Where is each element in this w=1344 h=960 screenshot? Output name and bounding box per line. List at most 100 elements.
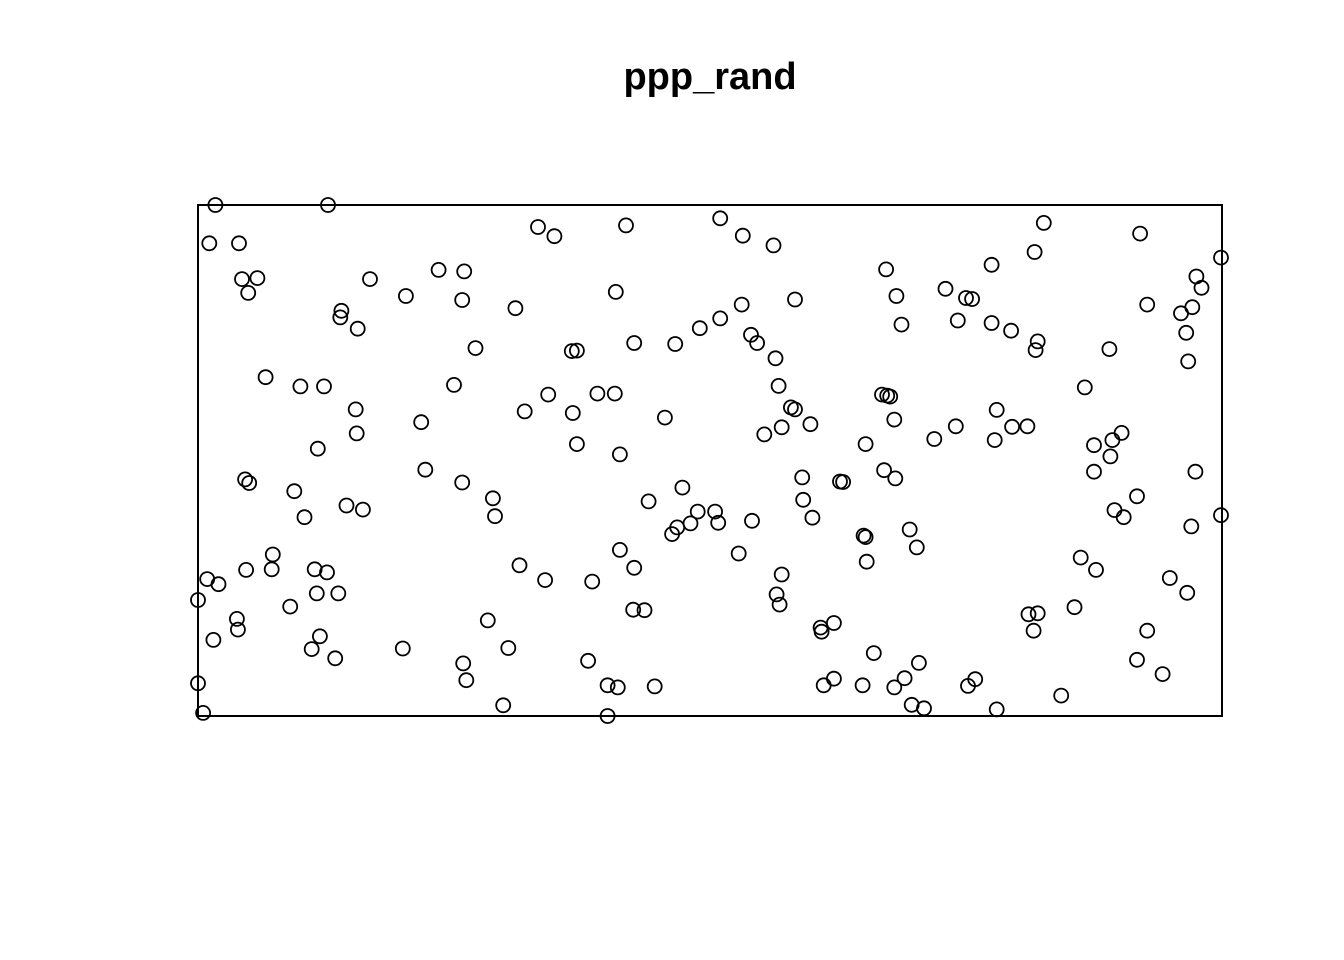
data-point-106 — [744, 512, 760, 529]
data-point-45 — [282, 598, 299, 615]
data-point-46 — [228, 611, 245, 627]
data-point-151 — [1173, 305, 1189, 322]
data-point-19 — [467, 340, 484, 357]
data-point-49 — [311, 628, 328, 645]
data-point-172 — [1020, 606, 1037, 623]
data-point-63 — [607, 283, 624, 300]
data-point-175 — [1088, 562, 1104, 578]
data-point-157 — [1213, 249, 1229, 266]
data-point-99 — [537, 572, 553, 588]
data-point-125 — [882, 388, 899, 405]
data-point-68 — [540, 386, 557, 403]
data-point-178 — [1179, 584, 1196, 601]
data-point-179 — [1139, 622, 1156, 639]
data-point-119 — [858, 553, 875, 570]
data-point-132 — [949, 312, 966, 329]
data-point-90 — [640, 493, 657, 510]
data-point-84 — [770, 377, 787, 394]
data-point-79 — [734, 227, 751, 244]
data-point-74 — [657, 409, 673, 426]
data-point-145 — [1019, 418, 1036, 435]
data-point-169 — [1183, 518, 1200, 535]
data-point-94 — [689, 503, 706, 520]
data-point-170 — [1213, 507, 1229, 524]
data-point-50 — [303, 641, 320, 657]
data-point-121 — [876, 462, 892, 479]
data-point-101 — [625, 601, 642, 618]
data-point-158 — [1193, 279, 1210, 296]
data-point-70 — [589, 385, 606, 402]
data-point-13 — [362, 271, 378, 288]
data-point-42 — [319, 564, 335, 581]
data-point-17 — [454, 292, 471, 308]
data-point-0 — [207, 197, 224, 213]
data-point-191 — [886, 679, 903, 696]
data-point-32 — [454, 474, 471, 491]
data-point-97 — [626, 559, 643, 576]
data-point-104 — [710, 514, 727, 531]
data-point-108 — [768, 586, 785, 603]
data-point-87 — [756, 426, 773, 443]
data-point-81 — [733, 296, 750, 313]
data-point-190 — [896, 670, 913, 687]
data-point-202 — [815, 677, 832, 694]
data-point-144 — [1004, 418, 1020, 435]
data-point-165 — [1106, 502, 1123, 519]
data-point-69 — [564, 405, 581, 421]
data-point-4 — [234, 271, 250, 288]
data-point-167 — [1129, 488, 1145, 505]
data-point-73 — [612, 446, 628, 463]
data-point-53 — [455, 655, 472, 672]
data-point-124 — [874, 386, 890, 403]
data-point-100 — [584, 573, 601, 590]
data-point-184 — [865, 645, 882, 661]
data-point-149 — [1132, 225, 1148, 242]
data-point-33 — [484, 490, 501, 507]
data-point-18 — [507, 300, 524, 317]
data-point-80 — [765, 237, 782, 254]
data-point-7 — [257, 369, 274, 386]
data-point-59 — [195, 705, 212, 721]
data-point-146 — [901, 521, 918, 538]
data-point-64 — [626, 335, 643, 351]
plot-window-border — [197, 204, 1223, 717]
data-point-181 — [1154, 666, 1171, 682]
data-point-83 — [767, 350, 784, 367]
data-point-21 — [347, 401, 364, 418]
data-point-51 — [327, 650, 344, 667]
data-point-43 — [308, 585, 325, 602]
data-point-109 — [771, 596, 788, 613]
data-point-105 — [730, 545, 747, 562]
data-point-136 — [1026, 244, 1043, 260]
data-point-113 — [795, 491, 812, 508]
data-point-153 — [1101, 341, 1118, 358]
data-point-89 — [787, 291, 803, 308]
data-point-92 — [674, 479, 691, 496]
data-point-31 — [417, 461, 434, 478]
data-point-127 — [888, 288, 905, 304]
data-point-9 — [316, 378, 332, 395]
data-point-29 — [338, 497, 355, 514]
data-point-65 — [569, 342, 585, 359]
data-point-185 — [911, 655, 927, 671]
data-point-168 — [1187, 463, 1204, 480]
data-point-40 — [190, 592, 206, 608]
data-point-47 — [229, 621, 246, 638]
data-point-6 — [240, 284, 257, 301]
data-point-159 — [1076, 379, 1093, 396]
data-point-164 — [1113, 424, 1130, 441]
data-point-1 — [320, 197, 336, 213]
data-point-8 — [292, 378, 309, 395]
data-point-173 — [1029, 605, 1046, 622]
data-point-10 — [333, 302, 350, 319]
data-point-20 — [446, 376, 462, 393]
data-point-54 — [458, 672, 475, 689]
data-point-58 — [190, 675, 206, 692]
data-point-25 — [237, 471, 254, 488]
data-point-56 — [479, 612, 496, 629]
data-point-24 — [413, 414, 430, 431]
data-point-57 — [495, 697, 512, 714]
data-point-88 — [743, 326, 759, 343]
chart-title: ppp_rand — [623, 56, 797, 98]
data-point-176 — [1066, 599, 1083, 616]
